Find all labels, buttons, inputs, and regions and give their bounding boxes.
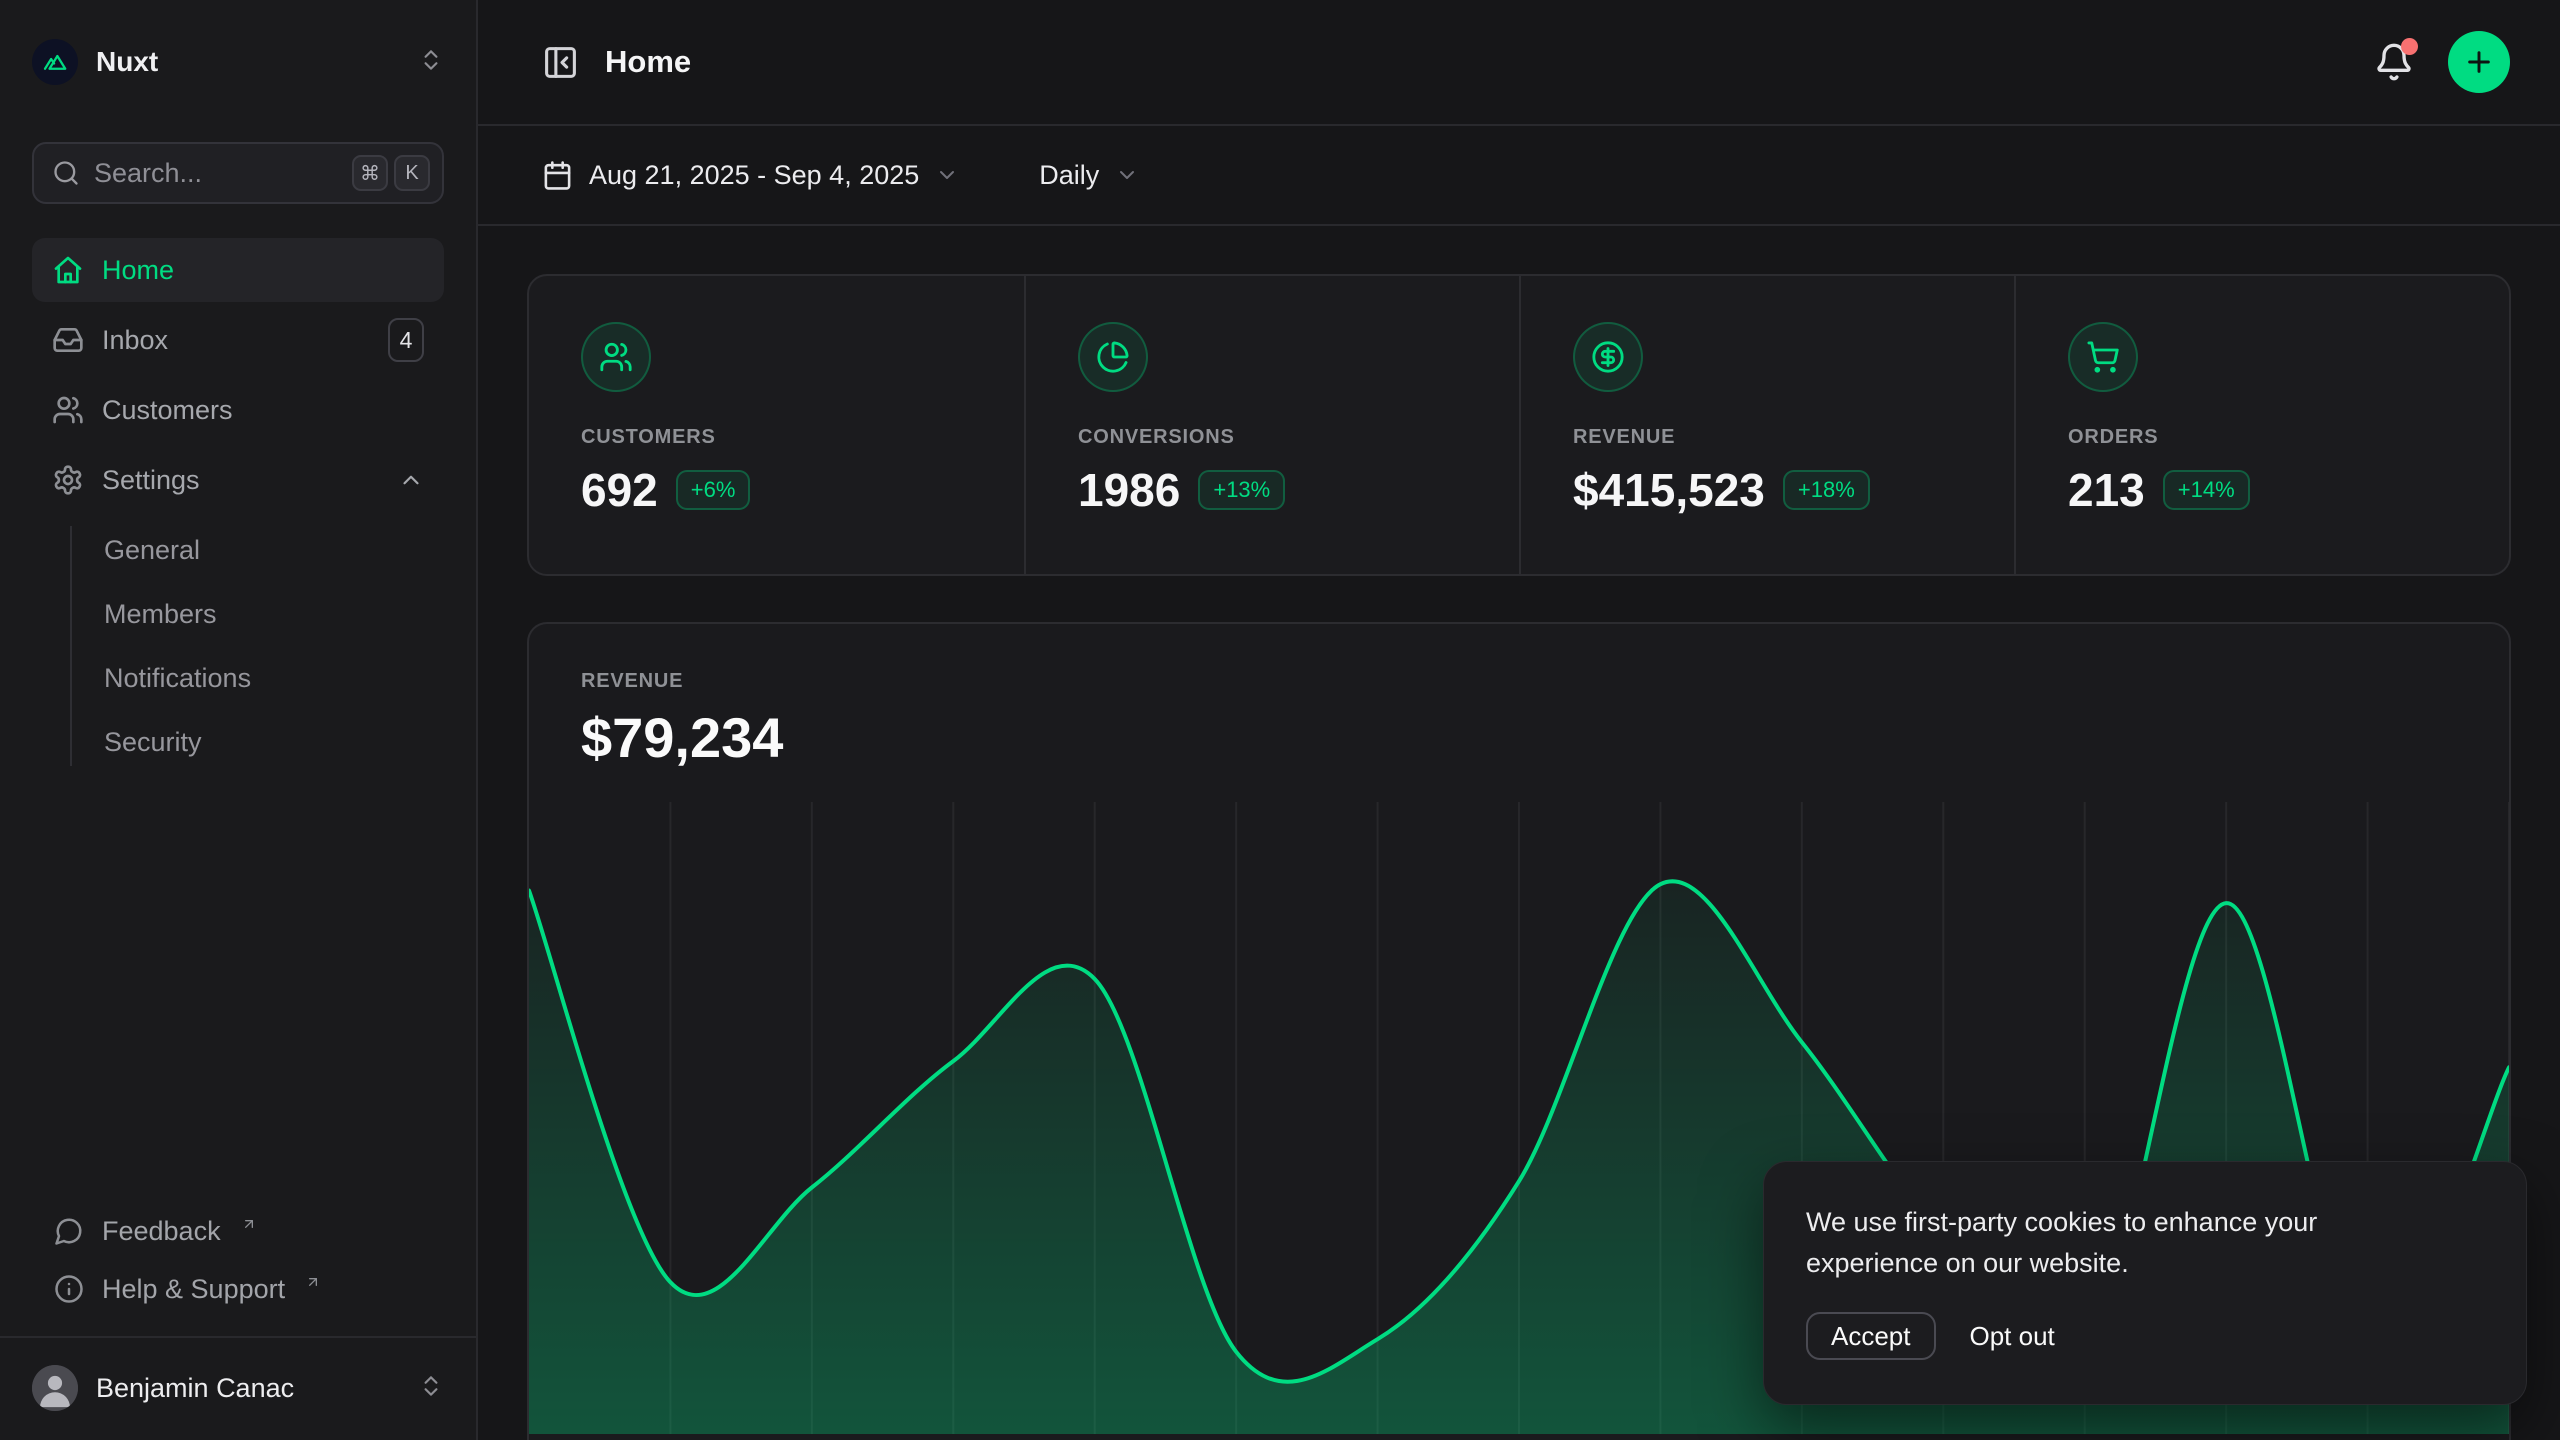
granularity-label: Daily	[1039, 159, 1100, 190]
sidebar-item-label: Settings	[102, 464, 200, 495]
filter-toolbar: Aug 21, 2025 - Sep 4, 2025 Daily	[478, 126, 2560, 226]
sidebar-item-members[interactable]: Members	[104, 598, 217, 629]
dashboard-content: CUSTOMERS 692 +6% CONVERSIONS 1986 +13%	[478, 226, 2560, 1440]
inbox-icon	[52, 324, 84, 356]
message-icon	[54, 1216, 84, 1246]
external-link-icon	[241, 1208, 257, 1239]
pie-chart-icon	[1078, 322, 1148, 392]
revenue-chart-card: REVENUE $79,234	[527, 622, 2511, 1440]
user-menu-button[interactable]: Benjamin Canac	[32, 1356, 444, 1420]
chevron-up-icon	[398, 467, 424, 493]
gear-icon	[52, 464, 84, 496]
sidebar-item-label: Customers	[102, 394, 233, 425]
sidebar-item-label: Inbox	[102, 324, 169, 355]
collapse-sidebar-icon[interactable]	[542, 44, 579, 81]
stat-delta-badge: +14%	[2162, 470, 2250, 510]
help-support-label: Help & Support	[102, 1273, 286, 1304]
stat-label: ORDERS	[2068, 426, 2159, 448]
sidebar-item-inbox[interactable]: Inbox 4	[32, 308, 444, 372]
cart-icon	[2068, 322, 2138, 392]
chevrons-up-down-icon	[418, 47, 444, 78]
notifications-button[interactable]	[2374, 38, 2418, 82]
user-avatar	[32, 1365, 78, 1411]
feedback-link[interactable]: Feedback	[32, 1202, 444, 1260]
workspace-name: Nuxt	[96, 46, 159, 77]
user-name: Benjamin Canac	[96, 1372, 295, 1403]
external-link-icon	[305, 1266, 321, 1297]
stats-card: CUSTOMERS 692 +6% CONVERSIONS 1986 +13%	[527, 274, 2511, 576]
stat-label: CONVERSIONS	[1078, 426, 1235, 448]
plus-icon	[2468, 51, 2490, 73]
stat-revenue[interactable]: REVENUE $415,523 +18%	[1519, 276, 2014, 574]
opt-out-button[interactable]: Opt out	[1969, 1320, 2055, 1351]
accept-button[interactable]: Accept	[1806, 1312, 1936, 1360]
stat-conversions[interactable]: CONVERSIONS 1986 +13%	[1024, 276, 1519, 574]
revenue-chart[interactable]	[529, 802, 2509, 1434]
stat-label: CUSTOMERS	[581, 426, 716, 448]
sidebar-item-customers[interactable]: Customers	[32, 378, 444, 442]
sidebar-item-general[interactable]: General	[104, 534, 201, 565]
sidebar-user-section: Benjamin Canac	[0, 1336, 476, 1440]
main-panel: Home Aug 21, 2025 - Sep 4, 2025	[478, 0, 2560, 1440]
revenue-chart-header: REVENUE $79,234	[529, 624, 2509, 770]
search-input[interactable]: Search... ⌘ K	[32, 142, 444, 204]
granularity-select[interactable]: Daily	[1039, 160, 1139, 191]
stat-value: 692	[581, 464, 658, 516]
sidebar-item-home[interactable]: Home	[32, 238, 444, 302]
stat-value: 1986	[1078, 464, 1181, 516]
sidebar-item-notifications[interactable]: Notifications	[104, 662, 252, 693]
kbd-k: K	[394, 155, 430, 191]
calendar-icon	[542, 160, 573, 191]
revenue-chart-svg	[529, 802, 2509, 1434]
sidebar-item-security[interactable]: Security	[104, 726, 202, 757]
date-range-picker[interactable]: Aug 21, 2025 - Sep 4, 2025	[542, 160, 959, 191]
add-button[interactable]	[2448, 31, 2510, 93]
chevrons-up-down-icon	[418, 1373, 444, 1404]
users-icon	[52, 394, 84, 426]
settings-subnav: General Members Notifications Security	[32, 518, 444, 774]
stat-value: 213	[2068, 464, 2145, 516]
info-icon	[54, 1274, 84, 1304]
feedback-label: Feedback	[102, 1215, 221, 1246]
stat-customers[interactable]: CUSTOMERS 692 +6%	[529, 276, 1024, 574]
sidebar-item-label: Home	[102, 254, 175, 285]
sidebar-spacer	[32, 774, 444, 1202]
stat-delta-badge: +18%	[1782, 470, 1870, 510]
help-support-link[interactable]: Help & Support	[32, 1260, 444, 1318]
sidebar: Nuxt Search... ⌘ K Home	[0, 0, 478, 1440]
stat-delta-badge: +13%	[1198, 470, 1286, 510]
kbd-cmd: ⌘	[352, 155, 388, 191]
inbox-count-badge: 4	[388, 318, 424, 362]
chevron-down-icon	[1115, 163, 1139, 187]
cookie-actions: Accept Opt out	[1806, 1312, 2486, 1360]
notification-dot	[2401, 38, 2418, 55]
cookie-banner: We use first-party cookies to enhance yo…	[1763, 1161, 2527, 1405]
chevron-down-icon	[935, 163, 959, 187]
search-kbd-hints: ⌘ K	[352, 155, 430, 191]
dollar-circle-icon	[1573, 322, 1643, 392]
nuxt-logo-icon	[32, 39, 78, 85]
bell-icon	[2377, 43, 2411, 81]
users-icon	[581, 322, 651, 392]
stat-value: $415,523	[1573, 464, 1765, 516]
stat-delta-badge: +6%	[675, 470, 751, 510]
page-title: Home	[605, 44, 692, 79]
revenue-chart-label: REVENUE	[581, 670, 684, 692]
home-icon	[52, 254, 84, 286]
sidebar-nav: Home Inbox 4 Customers Settings	[32, 238, 444, 774]
stat-label: REVENUE	[1573, 426, 1676, 448]
date-range-label: Aug 21, 2025 - Sep 4, 2025	[589, 159, 920, 190]
search-icon	[54, 161, 78, 185]
stat-orders[interactable]: ORDERS 213 +14%	[2014, 276, 2509, 574]
revenue-chart-value: $79,234	[581, 706, 784, 769]
cookie-message: We use first-party cookies to enhance yo…	[1806, 1207, 2318, 1278]
sidebar-item-settings[interactable]: Settings	[32, 448, 444, 512]
search-placeholder: Search...	[94, 157, 203, 188]
page-header: Home	[478, 0, 2560, 126]
workspace-switcher[interactable]: Nuxt	[32, 36, 444, 88]
